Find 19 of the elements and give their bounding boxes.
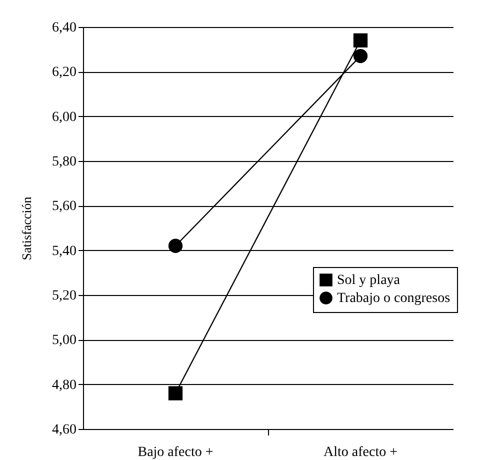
y-tick-label: 4,60 xyxy=(52,422,76,438)
legend-label: Trabajo o congresos xyxy=(337,291,450,306)
point xyxy=(168,386,183,400)
y-tick-label: 6,40 xyxy=(52,20,76,36)
x-tick-label: Alto afecto + xyxy=(324,445,398,460)
point xyxy=(353,33,368,48)
y-tick-label: 5,00 xyxy=(52,333,76,348)
y-tick-label: 5,60 xyxy=(52,199,76,214)
point xyxy=(353,48,368,64)
y-tick-label: 5,40 xyxy=(52,244,76,259)
y-tick-label: 5,80 xyxy=(52,154,76,170)
y-tick-label: 4,80 xyxy=(52,378,76,393)
legend-label: Sol y playa xyxy=(337,273,401,288)
y-tick-label: 5,20 xyxy=(52,288,76,304)
x-tick-label: Bajo afecto + xyxy=(138,445,214,460)
y-tick-label: 6,20 xyxy=(52,65,76,80)
y-tick-label: 6,00 xyxy=(52,110,76,125)
y-axis-title: Satisfacción xyxy=(19,196,34,260)
point xyxy=(168,238,183,253)
